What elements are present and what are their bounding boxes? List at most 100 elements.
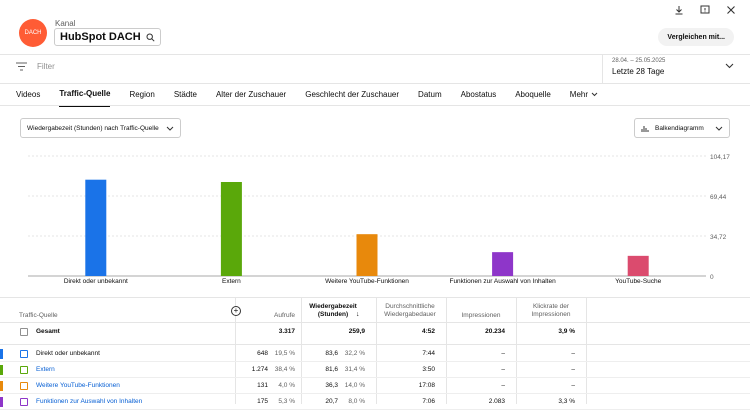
divider <box>0 83 750 84</box>
tab-more[interactable]: Mehr <box>570 89 598 107</box>
bar-1 <box>220 181 242 276</box>
row-ctr: – <box>571 382 575 389</box>
series-color-bar <box>0 349 3 359</box>
row-checkbox[interactable] <box>20 366 28 374</box>
total-impressions: 20.234 <box>485 328 505 335</box>
column-divider <box>235 298 236 404</box>
metric-select[interactable]: Wiedergabezeit (Stunden) nach Traffic-Qu… <box>20 118 181 138</box>
row-avg-duration: 7:44 <box>422 350 435 357</box>
tab-viewer-gender[interactable]: Geschlecht der Zuschauer <box>305 90 400 99</box>
close-icon[interactable] <box>726 5 736 15</box>
header-ctr[interactable]: Klickrate der Impressionen <box>531 303 571 318</box>
header-impressions[interactable]: Impressionen <box>461 312 501 319</box>
tab-viewer-age[interactable]: Alter der Zuschauer <box>215 90 287 99</box>
chevron-down-icon <box>166 126 174 131</box>
row-ctr: – <box>571 366 575 373</box>
chevron-down-icon <box>591 92 598 97</box>
row-source-name[interactable]: Weitere YouTube-Funktionen <box>36 382 120 389</box>
bar-0 <box>85 179 107 276</box>
header-traffic-source[interactable]: Traffic-Quelle <box>19 312 58 319</box>
x-tick-label: YouTube-Suche <box>615 278 662 285</box>
divider <box>0 54 750 55</box>
series-color-bar <box>0 365 3 375</box>
x-tick-label: Extern <box>222 278 241 285</box>
total-watch-time: 259,9 <box>348 328 365 335</box>
tab-subscription-source[interactable]: Aboquelle <box>515 90 551 99</box>
row-avg-duration: 7:06 <box>422 398 435 405</box>
row-watch-pct: 31,4 % <box>344 366 365 373</box>
bar-chart: 104,17 69,44 34,72 0 Direkt oder unbekannt Ex… <box>28 154 730 285</box>
series-color-bar <box>0 381 3 391</box>
divider <box>602 55 603 83</box>
channel-name: HubSpot DACH <box>60 31 141 43</box>
row-ctr: 3,3 % <box>558 398 575 405</box>
download-icon[interactable] <box>674 5 684 15</box>
sort-arrow-icon[interactable]: ↓ <box>356 311 360 318</box>
row-views-pct: 38,4 % <box>274 366 295 373</box>
row-impressions: – <box>501 366 505 373</box>
total-checkbox[interactable] <box>20 328 28 336</box>
column-divider <box>301 298 302 404</box>
bar-4 <box>627 255 649 276</box>
row-source-name[interactable]: Funktionen zur Auswahl von Inhalten <box>36 398 143 405</box>
column-divider <box>446 298 447 404</box>
tab-region[interactable]: Region <box>129 90 155 99</box>
x-tick-label: Weitere YouTube-Funktionen <box>325 278 409 285</box>
traffic-source-table: Traffic-Quelle + Aufrufe Wiedergabezeit (St… <box>0 298 750 410</box>
divider <box>0 297 750 298</box>
tab-videos[interactable]: Videos <box>16 90 41 99</box>
row-views-pct: 5,3 % <box>278 398 295 405</box>
filter-bar[interactable]: Filter <box>16 62 55 71</box>
feedback-icon[interactable] <box>700 5 710 15</box>
search-icon <box>146 33 155 42</box>
header-avg-duration[interactable]: Durchschnittliche Wiedergabedauer <box>384 303 436 318</box>
x-tick-label: Direkt oder unbekannt <box>64 278 128 285</box>
chart-type-label: Balkendiagramm <box>655 124 704 132</box>
divider <box>0 322 750 323</box>
row-views-pct: 4,0 % <box>278 382 295 389</box>
row-source-name[interactable]: Extern <box>36 366 55 373</box>
header-views[interactable]: Aufrufe <box>274 312 295 319</box>
total-avg-duration: 4:52 <box>421 328 435 335</box>
row-checkbox[interactable] <box>20 382 28 390</box>
column-divider <box>516 298 517 404</box>
row-watch-pct: 14,0 % <box>344 382 365 389</box>
total-views: 3.317 <box>278 328 295 335</box>
divider <box>0 377 750 378</box>
tab-more-label: Mehr <box>569 90 589 99</box>
header-watch-time[interactable]: Wiedergabezeit (Stunden) <box>309 303 357 318</box>
column-divider <box>586 298 587 404</box>
row-impressions: 2.083 <box>488 398 505 405</box>
filter-input[interactable]: Filter <box>37 62 55 71</box>
row-checkbox[interactable] <box>20 350 28 358</box>
bar-2 <box>356 234 378 276</box>
row-checkbox[interactable] <box>20 398 28 406</box>
row-views: 648 <box>257 350 268 357</box>
filter-icon[interactable] <box>16 62 27 71</box>
window-actions <box>674 5 736 15</box>
row-avg-duration: 17:08 <box>418 382 435 389</box>
channel-selector[interactable]: HubSpot DACH <box>54 28 161 46</box>
channel-avatar: DACH <box>19 19 47 47</box>
y-tick-label: 34,72 <box>710 234 727 241</box>
tab-cities[interactable]: Städte <box>173 90 197 99</box>
row-watch-time: 83,6 <box>325 350 338 357</box>
tab-traffic-source[interactable]: Traffic-Quelle <box>59 89 111 107</box>
date-period-select[interactable]: Letzte 28 Tage <box>612 67 665 76</box>
row-ctr: – <box>571 350 575 357</box>
add-column-icon[interactable]: + <box>231 306 241 316</box>
tab-date[interactable]: Datum <box>418 90 442 99</box>
row-views: 131 <box>257 382 268 389</box>
row-source-name: Direkt oder unbekannt <box>36 350 100 357</box>
chevron-down-icon <box>715 126 723 131</box>
tab-subscription-status[interactable]: Abostatus <box>460 90 497 99</box>
chevron-down-icon[interactable] <box>725 63 734 69</box>
row-avg-duration: 3:50 <box>422 366 435 373</box>
metric-select-label: Wiedergabezeit (Stunden) nach Traffic-Qu… <box>27 124 159 132</box>
channel-label: Kanal <box>55 19 76 28</box>
chart-type-select[interactable]: Balkendiagramm <box>634 118 730 138</box>
total-label: Gesamt <box>36 328 60 335</box>
y-tick-label: 69,44 <box>710 194 727 201</box>
compare-button[interactable]: Vergleichen mit... <box>658 28 734 46</box>
x-tick-label: Funktionen zur Auswahl von Inhalten <box>449 278 556 285</box>
